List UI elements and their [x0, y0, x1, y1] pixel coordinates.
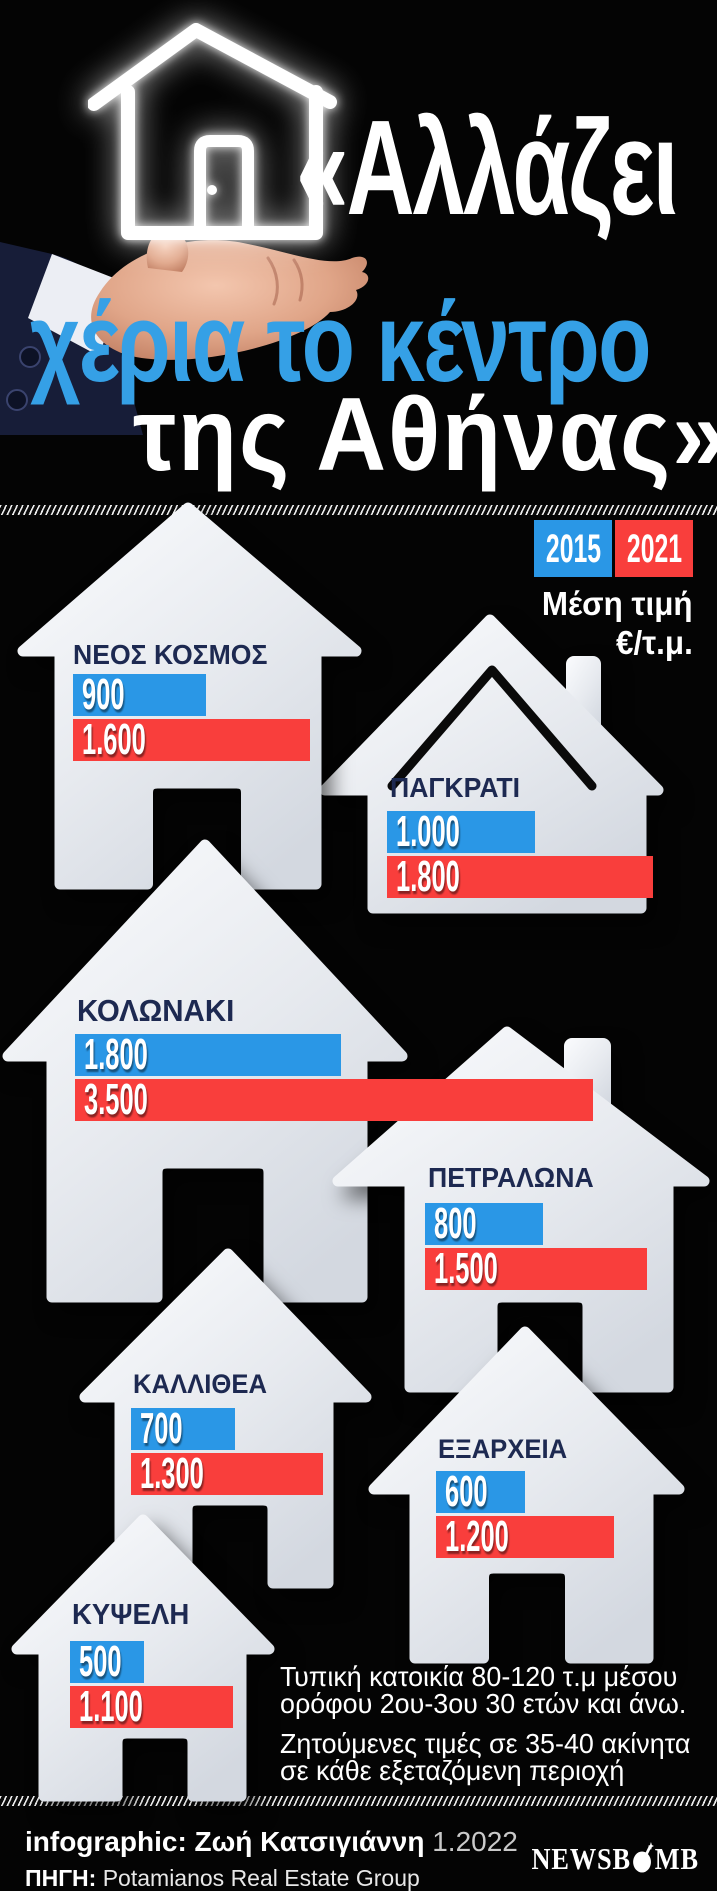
bar-value-2021-petralona: 1.500	[434, 1244, 498, 1293]
bar-value-2021-neos-kosmos: 1.600	[82, 715, 146, 764]
legend: 2015 2021	[534, 520, 693, 577]
metric-title-line1: Μέση τιμή	[542, 585, 693, 622]
bar-2015-neos-kosmos: 900	[73, 670, 206, 719]
credit-infographic-name: Ζωή Κατσιγιάννη	[194, 1826, 425, 1857]
bar-value-2021-pagrati: 1.800	[396, 852, 460, 901]
bar-2021-kolonaki: 3.500	[75, 1075, 593, 1124]
divider-stripe-bottom	[0, 1796, 717, 1806]
credits: infographic: Ζωή Κατσιγιάννη 1.2022 ΠΗΓΗ…	[25, 1826, 518, 1891]
region-label-pagrati: ΠΑΓΚΡΑΤΙ	[390, 772, 521, 803]
title-line-1: «Αλλάζει	[296, 92, 679, 243]
bar-2021-kallithea: 1.300	[131, 1449, 323, 1498]
bar-value-2015-kypseli: 500	[79, 1637, 122, 1686]
bar-2021-pagrati: 1.800	[387, 852, 653, 901]
footnote-2: Ζητούμενες τιμές σε 35-40 ακίνητα σε κάθ…	[280, 1728, 691, 1786]
bar-value-2015-pagrati: 1.000	[396, 807, 460, 856]
glowing-house-icon	[88, 23, 337, 240]
bar-value-2015-neos-kosmos: 900	[82, 670, 125, 719]
roof-gable-pagrati	[387, 665, 597, 791]
legend-2015-box: 2015	[534, 520, 612, 577]
bar-value-2021-kallithea: 1.300	[140, 1449, 204, 1498]
hand	[91, 240, 369, 360]
bar-2015-pagrati: 1.000	[387, 807, 535, 856]
finger-creases	[266, 256, 304, 306]
region-label-petralona: ΠΕΤΡΑΛΩΝΑ	[428, 1162, 594, 1193]
bar-value-2021-kolonaki: 3.500	[84, 1075, 148, 1124]
bar-value-2015-petralona: 800	[434, 1199, 477, 1248]
bar-2021-neos-kosmos: 1.600	[73, 715, 310, 764]
divider-stripe-top	[0, 505, 717, 515]
bar-value-2021-kypseli: 1.100	[79, 1682, 143, 1731]
door-knob	[207, 185, 217, 195]
bar-value-2015-kallithea: 700	[140, 1404, 183, 1453]
newsbomb-logo: NEWSB MB	[532, 1842, 699, 1874]
bar-value-2021-exarcheia: 1.200	[445, 1512, 509, 1561]
bar-2015-exarcheia: 600	[436, 1467, 525, 1516]
credit-source-label: ΠΗΓΗ:	[25, 1864, 97, 1891]
title-line-2: χέρια το κέντρο	[30, 280, 651, 405]
credit-source-name: Potamianos Real Estate Group	[102, 1864, 420, 1891]
title-line-3: της Αθήνας»	[133, 377, 717, 493]
bar-2015-kolonaki: 1.800	[75, 1030, 341, 1079]
bar-2021-petralona: 1.500	[425, 1244, 647, 1293]
credit-infographic-label: infographic:	[25, 1826, 187, 1857]
footnotes: Τυπική κατοικία 80-120 τ.μ μέσου ορόφου …	[280, 1663, 699, 1797]
bar-2021-kypseli: 1.100	[70, 1682, 233, 1731]
house-exarcheia	[368, 1326, 685, 1664]
region-label-exarcheia: ΕΞΑΡΧΕΙΑ	[438, 1434, 568, 1464]
brand-right: MB	[654, 1840, 699, 1876]
region-label-kypseli: ΚΥΨΕΛΗ	[72, 1599, 190, 1631]
bar-2015-petralona: 800	[425, 1199, 543, 1248]
region-label-kallithea: ΚΑΛΛΙΘΕΑ	[133, 1369, 267, 1399]
legend-2021-box: 2021	[615, 520, 693, 577]
bar-2021-exarcheia: 1.200	[436, 1512, 614, 1561]
footnote-1: Τυπική κατοικία 80-120 τ.μ μέσου ορόφου …	[280, 1661, 687, 1719]
legend-2021-label: 2021	[626, 526, 682, 571]
bar-value-2015-exarcheia: 600	[445, 1467, 488, 1516]
sleeve-button	[19, 346, 41, 368]
bar-value-2015-kolonaki: 1.800	[84, 1030, 148, 1079]
hand-photo	[0, 230, 369, 435]
sleeve-button	[6, 389, 28, 411]
bomb-icon	[633, 1842, 655, 1873]
credit-infographic: infographic: Ζωή Κατσιγιάννη 1.2022	[25, 1826, 518, 1858]
region-label-kolonaki: ΚΟΛΩΝΑΚΙ	[77, 993, 235, 1028]
legend-2015-label: 2015	[545, 526, 601, 571]
credit-date: 1.2022	[432, 1826, 518, 1857]
bar-2015-kypseli: 500	[70, 1637, 144, 1686]
thumb	[146, 230, 189, 272]
bar-2015-kallithea: 700	[131, 1404, 235, 1453]
chimney-pagrati	[566, 656, 601, 741]
brand-left: NEWSB	[531, 1840, 632, 1876]
house-shape-exarcheia	[368, 1326, 685, 1664]
credit-source: ΠΗΓΗ: Potamianos Real Estate Group	[25, 1865, 518, 1891]
metric-title-line2: €/τ.μ.	[616, 624, 693, 661]
region-label-neos-kosmos: ΝΕΟΣ ΚΟΣΜΟΣ	[73, 639, 268, 670]
